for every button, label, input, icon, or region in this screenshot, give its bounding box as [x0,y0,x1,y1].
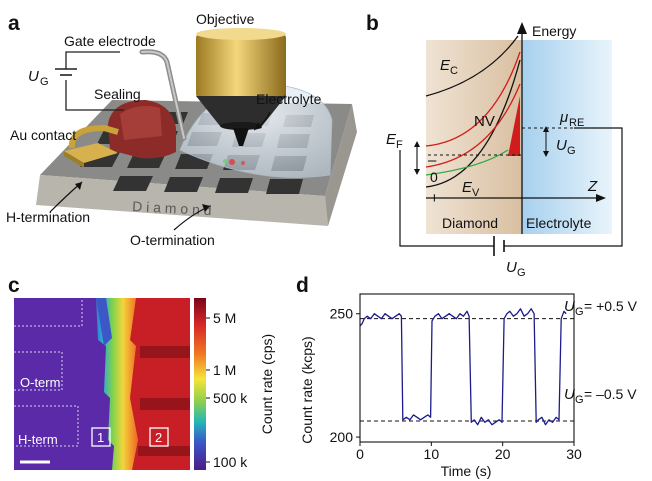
sealing-label: Sealing [94,86,141,102]
h-term-label: H-term [18,432,58,447]
fluorescence-map [14,298,190,470]
ug-symbol-circuit: U [506,259,517,276]
panel-a: a [6,11,357,248]
panel-a-label: a [8,12,20,35]
ef-symbol: E [386,131,397,148]
gate-electrode-label: Gate electrode [64,33,156,49]
ev-band [425,59,521,188]
panel-b-label: b [366,12,379,35]
diamond-region-label: Diamond [442,215,498,231]
nv-zero-level [425,149,509,176]
plot-frame [359,293,575,443]
roi-box-1 [91,427,111,447]
au-contact [64,124,119,168]
y-axis-label: Count rate (kcps) [299,336,315,443]
circuit-wires [55,51,124,111]
annotation-bottom-symbol: U [564,386,575,403]
colorbar [194,298,206,470]
x-tick-label: 10 [424,446,440,462]
ev-subscript: V [472,187,480,199]
o-termination-label: O-termination [130,232,215,248]
objective-lens [196,28,286,146]
ug-symbol-b: U [556,137,567,154]
annotation-bottom-value: = –0.5 V [584,386,637,402]
panel-d-label: d [296,274,309,297]
roi-box-2-label: 2 [155,430,162,445]
x-tick-label: 30 [566,446,582,462]
y-tick-label: 200 [330,429,354,445]
roi-box-1-label: 1 [97,430,104,445]
count-rate-trace [359,308,567,426]
ec-band [425,35,519,97]
panel-c-label: c [8,274,20,297]
x-axis-label: Time (s) [441,463,492,479]
panel-d: d Count rate (kcps) Time (s) 0 10 20 30 200 2… [296,274,638,479]
mu-symbol: μ [559,109,568,126]
ev-symbol: E [462,179,473,196]
annotation-top-subscript: G [575,306,584,318]
ec-subscript: C [450,65,458,77]
mu-subscript: RE [569,117,584,129]
series-layer [359,308,567,426]
ug-subscript-b: G [567,145,576,157]
panel-b-circuit [399,127,623,256]
nv-minus-level-2 [425,83,521,168]
annotation-top-value: = +0.5 V [584,298,638,314]
ug-subscript: G [40,76,49,88]
energy-axis-arrow [517,22,527,34]
colorbar-tick-500k: 500 k [213,390,248,406]
h-termination-label: H-termination [6,209,90,225]
z-label: Z [587,178,598,195]
ec-symbol: E [440,57,451,74]
objective-label: Objective [196,11,255,27]
nv-label: NV [474,113,495,130]
o-term-label: O-term [20,375,60,390]
panel-c: c O-term H-term 1 2 [8,274,275,470]
z-axis-arrow [596,194,606,202]
electrolyte-region-label: Electrolyte [526,215,592,231]
colorbar-tick-5m: 5 M [213,310,236,326]
diamond-region [426,40,522,234]
annotation-bottom-subscript: G [575,394,584,406]
colorbar-tick-100k: 100 k [213,454,248,470]
x-tick-label: 0 [356,446,364,462]
x-tick-label: 20 [495,446,511,462]
y-tick-label: 250 [330,306,354,322]
au-contact-label: Au contact [10,127,76,143]
nv-zero-label: 0 [430,169,438,185]
diamond-front-face [36,175,328,226]
roi-box-2 [149,427,169,447]
reference-lines [360,318,574,422]
hole-accumulation [508,96,520,156]
nv-minus-level [425,51,521,147]
nv-plus-label: + [430,190,439,207]
panel-b: b Energy Z E [366,12,623,279]
diamond-side-face [325,104,357,226]
ug-symbol: U [28,68,39,85]
ug-subscript-circuit: G [517,267,526,279]
energy-label: Energy [532,23,576,39]
colorbar-label: Count rate (cps) [259,334,275,434]
laser-spot [229,159,235,165]
ef-subscript: F [396,139,403,151]
electrolyte-label: Electrolyte [256,91,322,107]
colorbar-ticks [206,317,210,463]
electrolyte-region [522,40,612,234]
colorbar-tick-1m: 1 M [213,362,236,378]
axis-ticks: 0 10 20 30 200 250 [330,306,582,462]
diamond-label: D i a m o n d [132,198,212,218]
nv-minus-label: – [428,152,437,169]
laser-spot [241,161,245,165]
annotation-top-symbol: U [564,298,575,315]
laser-spot [223,159,227,163]
